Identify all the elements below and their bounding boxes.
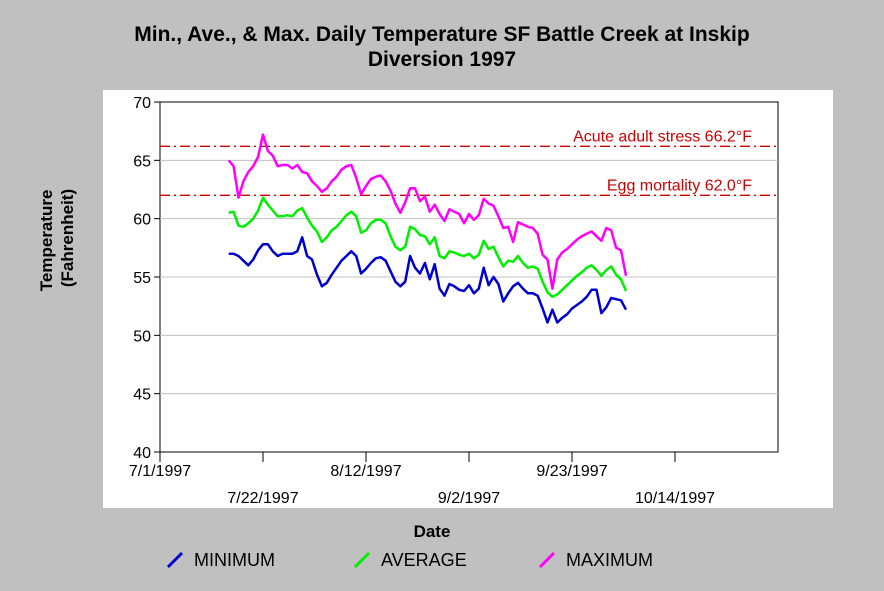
x-tick-label: 7/1/1997	[129, 463, 191, 480]
y-tick-label: 70	[133, 95, 151, 112]
y-tick-label: 55	[133, 270, 151, 287]
series-line-average	[228, 196, 628, 299]
x-tick-label: 10/14/1997	[635, 490, 715, 507]
legend-swatch-minimum	[166, 551, 184, 569]
y-tick-label: 60	[133, 212, 151, 229]
reference-line-label: Acute adult stress 66.2°F	[573, 128, 752, 145]
reference-line-label: Egg mortality 62.0°F	[607, 177, 752, 194]
x-tick-label: 9/23/1997	[536, 463, 607, 480]
series-layer	[227, 133, 628, 324]
x-tick-label: 9/2/1997	[438, 490, 500, 507]
legend: MINIMUM AVERAGE MAXIMUM	[166, 550, 653, 570]
reference-lines: Acute adult stress 66.2°F Egg mortality 6…	[160, 128, 778, 196]
y-tick-label: 40	[133, 445, 151, 462]
legend-swatch-maximum	[538, 551, 556, 569]
x-axis-title: Date	[414, 522, 451, 541]
y-axis-title: Temperature (Fahrenheit)	[37, 185, 77, 291]
y-tick-label: 65	[133, 153, 151, 170]
y-tick-label: 50	[133, 328, 151, 345]
y-axis-title-line-2: (Fahrenheit)	[58, 189, 77, 287]
x-tick-label: 8/12/1997	[330, 463, 401, 480]
x-axis-ticks: 7/1/1997 8/12/1997 9/23/1997 7/22/1997 9/2/1…	[129, 452, 715, 507]
legend-label-minimum: MINIMUM	[194, 550, 275, 570]
y-axis-title-line-1: Temperature	[37, 190, 56, 292]
y-axis-ticks: 40 45 50 55 60 65 70	[133, 95, 160, 462]
grid-layer	[160, 159, 778, 395]
legend-label-average: AVERAGE	[381, 550, 467, 570]
legend-swatch-average	[353, 551, 371, 569]
legend-label-maximum: MAXIMUM	[566, 550, 653, 570]
x-tick-label: 7/22/1997	[227, 490, 298, 507]
series-line-maximum	[227, 133, 628, 290]
chart-title: Min., Ave., & Max. Daily Temperature SF …	[134, 23, 750, 71]
y-tick-label: 45	[133, 387, 151, 404]
series-line-minimum	[228, 236, 628, 324]
